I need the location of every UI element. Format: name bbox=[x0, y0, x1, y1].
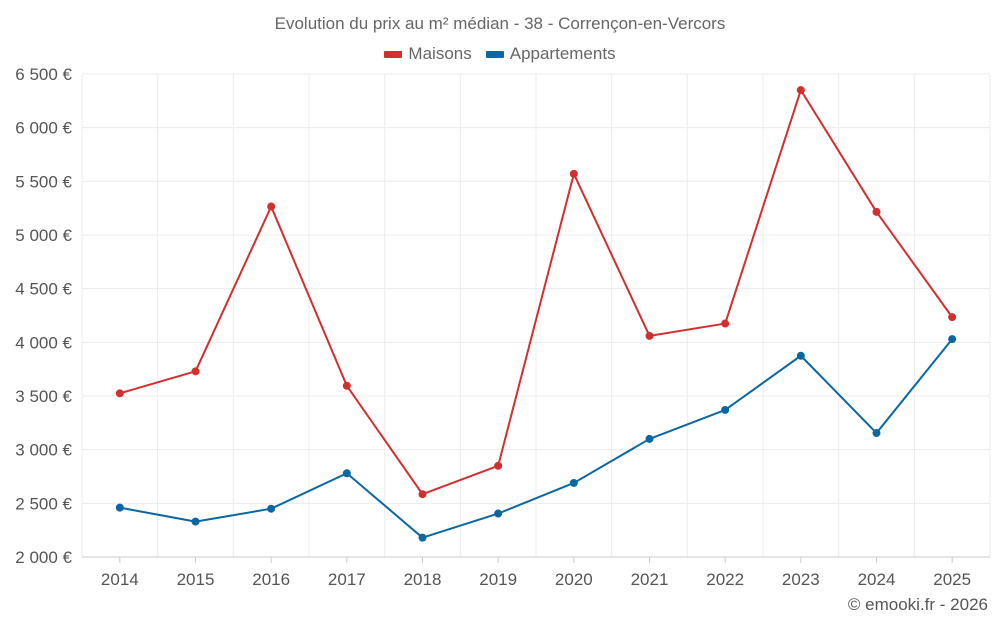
x-tick-label: 2019 bbox=[479, 570, 517, 589]
data-point-appartements[interactable] bbox=[115, 503, 124, 512]
data-point-appartements[interactable] bbox=[645, 434, 654, 443]
data-point-appartements[interactable] bbox=[267, 504, 276, 513]
legend-label-appartements: Appartements bbox=[509, 44, 616, 63]
x-tick-label: 2025 bbox=[933, 570, 971, 589]
data-point-maisons[interactable] bbox=[872, 207, 881, 216]
x-tick-label: 2015 bbox=[177, 570, 215, 589]
legend: Maisons Appartements bbox=[0, 44, 1000, 64]
y-tick-label: 5 000 € bbox=[15, 226, 72, 245]
legend-item-appartements[interactable]: Appartements bbox=[485, 44, 616, 64]
y-tick-label: 6 000 € bbox=[15, 119, 72, 138]
data-point-maisons[interactable] bbox=[418, 490, 427, 499]
data-point-maisons[interactable] bbox=[494, 461, 503, 470]
y-tick-label: 4 500 € bbox=[15, 280, 72, 299]
y-tick-label: 3 000 € bbox=[15, 441, 72, 460]
data-point-maisons[interactable] bbox=[569, 169, 578, 178]
data-point-appartements[interactable] bbox=[569, 478, 578, 487]
legend-label-maisons: Maisons bbox=[408, 44, 472, 63]
x-tick-label: 2017 bbox=[328, 570, 366, 589]
x-tick-label: 2018 bbox=[404, 570, 442, 589]
data-point-maisons[interactable] bbox=[645, 331, 654, 340]
x-tick-label: 2023 bbox=[782, 570, 820, 589]
data-point-appartements[interactable] bbox=[796, 351, 805, 360]
data-point-appartements[interactable] bbox=[721, 405, 730, 414]
data-point-appartements[interactable] bbox=[342, 469, 351, 478]
y-tick-label: 3 500 € bbox=[15, 387, 72, 406]
legend-item-maisons[interactable]: Maisons bbox=[384, 44, 472, 64]
data-point-maisons[interactable] bbox=[721, 319, 730, 328]
y-tick-label: 4 000 € bbox=[15, 333, 72, 352]
legend-swatch-maisons bbox=[384, 50, 403, 58]
data-point-maisons[interactable] bbox=[796, 86, 805, 95]
data-point-maisons[interactable] bbox=[191, 367, 200, 376]
x-tick-label: 2014 bbox=[101, 570, 139, 589]
series-line-maisons bbox=[119, 89, 953, 496]
series-line-appartements bbox=[119, 338, 953, 539]
data-point-appartements[interactable] bbox=[418, 533, 427, 542]
data-point-maisons[interactable] bbox=[948, 313, 957, 322]
y-tick-label: 5 500 € bbox=[15, 172, 72, 191]
data-point-appartements[interactable] bbox=[872, 429, 881, 438]
x-tick-label: 2016 bbox=[252, 570, 290, 589]
copyright-text: © emooki.fr - 2026 bbox=[847, 595, 988, 614]
data-point-maisons[interactable] bbox=[267, 202, 276, 211]
y-tick-label: 6 500 € bbox=[15, 65, 72, 84]
legend-swatch-appartements bbox=[485, 50, 504, 58]
x-tick-label: 2021 bbox=[631, 570, 669, 589]
y-tick-label: 2 500 € bbox=[15, 494, 72, 513]
data-point-appartements[interactable] bbox=[948, 335, 957, 344]
y-tick-label: 2 000 € bbox=[15, 548, 72, 567]
x-tick-label: 2020 bbox=[555, 570, 593, 589]
data-point-maisons[interactable] bbox=[115, 389, 124, 398]
chart-title: Evolution du prix au m² médian - 38 - Co… bbox=[274, 14, 726, 33]
data-point-appartements[interactable] bbox=[191, 517, 200, 526]
x-tick-label: 2022 bbox=[706, 570, 744, 589]
data-point-maisons[interactable] bbox=[342, 381, 351, 390]
data-point-appartements[interactable] bbox=[494, 509, 503, 518]
x-tick-label: 2024 bbox=[858, 570, 896, 589]
